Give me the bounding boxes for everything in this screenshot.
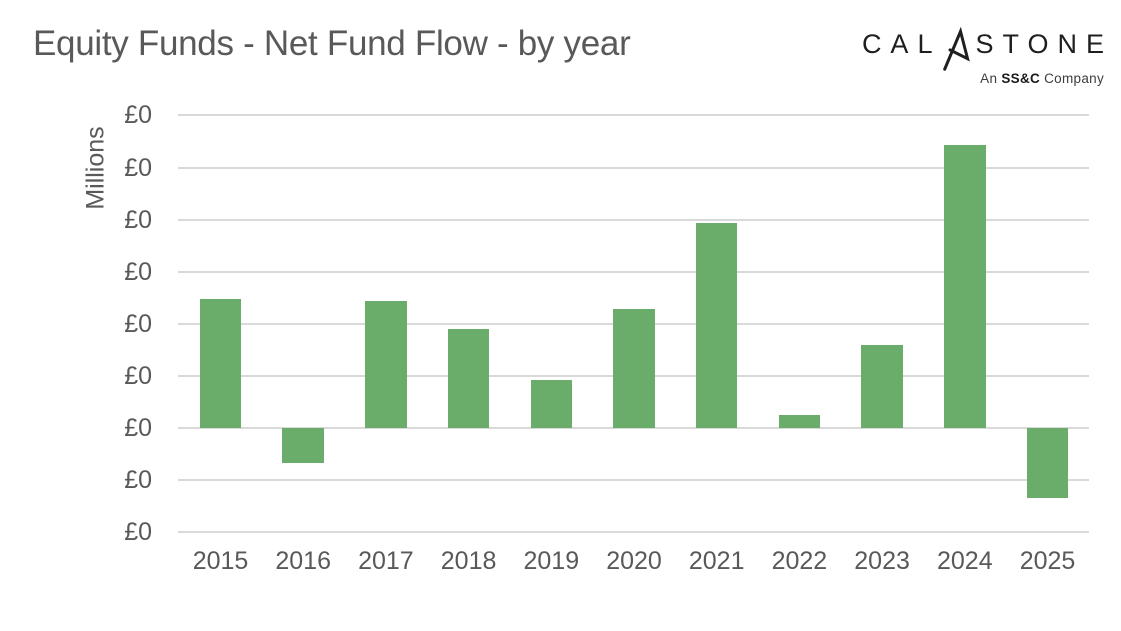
y-axis-tick-label: £0 [124, 309, 152, 338]
bar-2017 [365, 301, 407, 428]
y-axis-tick-label: £0 [124, 101, 152, 130]
x-axis-tick-label-2018: 2018 [440, 547, 497, 575]
y-axis-tick-label: £0 [124, 466, 152, 495]
gridline [178, 166, 1089, 169]
bar-2024 [944, 145, 986, 428]
bar-2021 [695, 223, 738, 428]
x-axis-tick-label-2025: 2025 [1019, 547, 1076, 575]
y-axis-tick-label: £0 [124, 205, 152, 234]
y-axis-tick-label: £0 [124, 414, 152, 442]
y-axis-tick-label: £0 [124, 257, 152, 286]
gridline [178, 218, 1089, 221]
chart-title: Equity Funds - Net Fund Flow - by year [33, 24, 631, 63]
bar-2023 [861, 345, 903, 428]
gridline [178, 114, 1089, 117]
x-axis-tick-label-2016: 2016 [275, 547, 331, 575]
logo-tagline: An SS&C Company [862, 71, 1104, 86]
x-axis-tick-label-2019: 2019 [523, 547, 580, 575]
y-axis-tick-label: £0 [124, 153, 152, 182]
calastone-arrow-a-icon [943, 27, 971, 71]
gridline [178, 270, 1089, 273]
brand-wordmark: CAL STONE [862, 27, 1104, 71]
x-axis-tick-label-2020: 2020 [606, 547, 662, 575]
y-axis-tick-label: £0 [124, 518, 152, 547]
bar-2015 [199, 299, 242, 428]
tagline-company: Company [1040, 71, 1104, 86]
tagline-ssc: SS&C [1001, 71, 1041, 86]
x-axis-tick-label-2017: 2017 [358, 547, 414, 575]
gridline [178, 531, 1089, 534]
gridline [178, 427, 1089, 429]
x-axis-tick-label-2021: 2021 [688, 547, 745, 575]
x-axis-tick-label-2015: 2015 [192, 547, 249, 575]
brand-text-cal: CAL [861, 29, 942, 59]
x-axis-tick-label-2024: 2024 [936, 547, 993, 575]
x-axis-tick-label-2023: 2023 [854, 547, 910, 575]
calastone-logo: CAL STONE An SS&C Company [862, 27, 1104, 86]
tagline-an: An [980, 71, 1002, 86]
brand-text-stone: STONE [975, 29, 1113, 59]
bar-2022 [778, 414, 821, 428]
x-axis-tick-label-2022: 2022 [771, 547, 828, 575]
bar-2019 [530, 380, 573, 428]
y-axis-tick-label: £0 [124, 361, 152, 390]
bar-2025 [1026, 428, 1069, 498]
bar-2018 [447, 329, 490, 428]
gridline [178, 479, 1089, 482]
bar-2020 [613, 309, 655, 428]
bar-2016 [282, 428, 324, 463]
